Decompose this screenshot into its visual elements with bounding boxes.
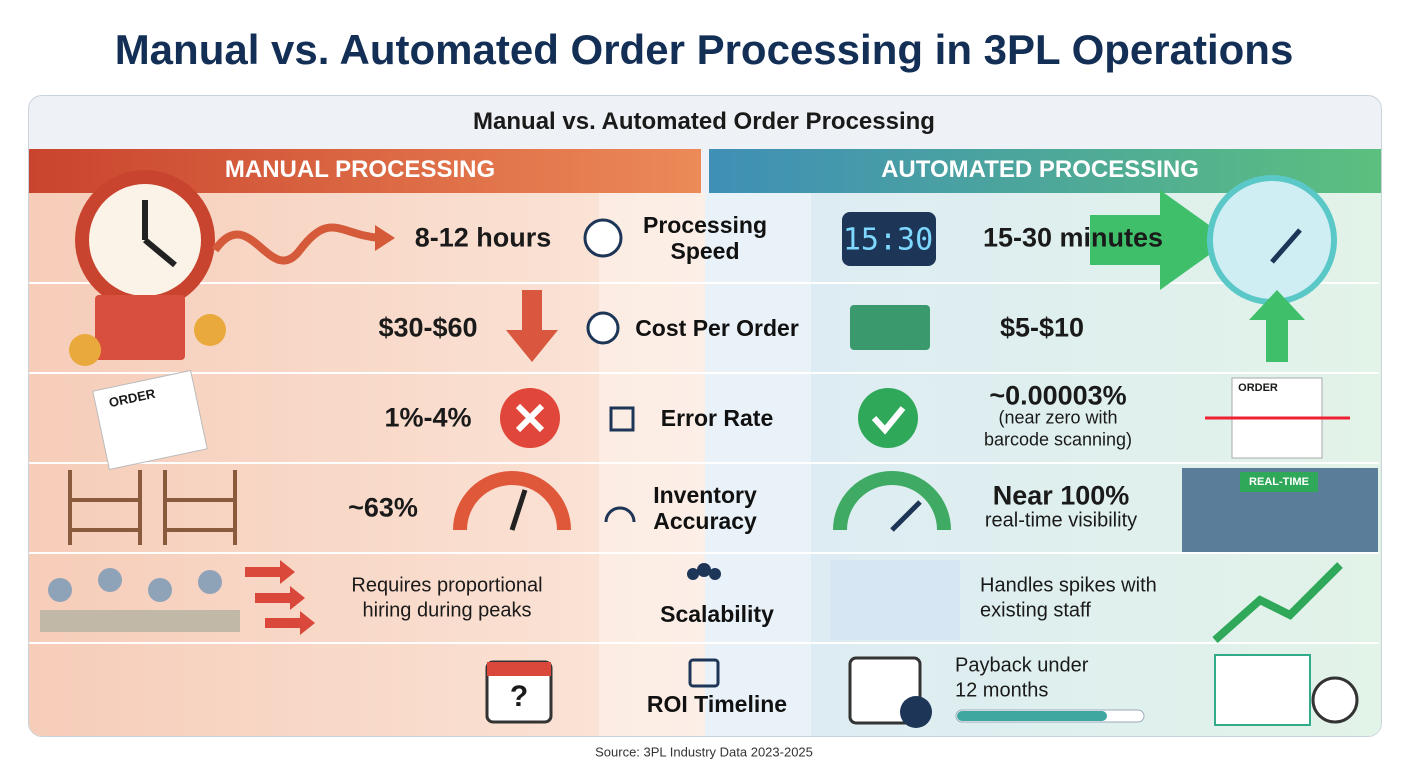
red-arrows (245, 560, 315, 635)
manual-header: MANUAL PROCESSING (224, 156, 496, 183)
row-label: Processing Speed (643, 212, 767, 264)
automated-value: ~0.00003% (989, 380, 1127, 411)
wavy-arrow (211, 223, 381, 265)
row-label: Scalability (660, 601, 774, 627)
automated-value: Handles spikes with (980, 574, 1157, 596)
calendar-graphic (1214, 654, 1311, 726)
gauge-icon (604, 506, 636, 523)
automated-header: AUTOMATED PROCESSING (881, 156, 1199, 183)
stopwatch (1311, 676, 1359, 724)
order-sheet (92, 369, 208, 471)
down-arrow (506, 290, 558, 362)
panel-title: Manual vs. Automated Order Processing (473, 108, 935, 135)
row-label: Inventory Accuracy (653, 482, 757, 534)
manual-value: 8-12 hours (414, 222, 552, 253)
arrow-head (375, 225, 395, 251)
up-arrow (1249, 290, 1305, 362)
check-mark (871, 406, 906, 435)
speedometer-needle (1270, 228, 1302, 264)
speed-icon (583, 218, 623, 258)
check-badge (900, 696, 932, 728)
auto-gauge-needle (890, 500, 922, 532)
manual-value: ~63% (348, 492, 418, 523)
automated-value: (near zero with (998, 407, 1118, 428)
check-icon (609, 406, 635, 432)
clock-text: 15:30 (842, 222, 934, 258)
realtime-sign (1240, 472, 1318, 492)
automated-value: Payback under (955, 654, 1089, 676)
question-mark: ? (509, 680, 529, 713)
dollar-icon (586, 311, 620, 345)
row-label: Cost Per Order (635, 315, 799, 341)
calendar-icon (688, 658, 720, 688)
order-label: ORDER (1238, 382, 1278, 394)
shelves (68, 470, 237, 545)
source: Source: 3PL Industry Data 2023-2025 (595, 744, 813, 760)
manual-value: Requires proportional (351, 574, 543, 596)
row-label: Error Rate (660, 405, 774, 431)
people-icon (687, 563, 721, 580)
progress-fill (957, 711, 1107, 721)
automated-value: existing staff (980, 599, 1091, 621)
x-mark (515, 403, 545, 433)
growth-arrow (1212, 562, 1343, 643)
automated-value: Near 100% (992, 480, 1130, 510)
green-arrow (1090, 190, 1230, 290)
manual-value: 1%-4% (384, 402, 472, 433)
clock-icon (75, 170, 215, 310)
row-dividers (29, 282, 1379, 644)
title: Manual vs. Automated Order Processing in… (114, 26, 1294, 73)
automated-value: 12 months (955, 679, 1049, 701)
digital-clock (842, 212, 936, 266)
office-scene (830, 560, 960, 640)
speedometer (1207, 175, 1337, 305)
manual-gauge-needle (509, 489, 528, 531)
automated-value: barcode scanning) (983, 429, 1133, 450)
manual-value: $30-$60 (378, 312, 478, 343)
row-label: ROI Timeline (646, 691, 788, 717)
manual-gauge (453, 471, 571, 531)
automated-value: real-time visibility (984, 509, 1138, 531)
calendar-top (487, 662, 551, 676)
automated-value: $5-$10 (999, 312, 1085, 343)
money-stack (69, 295, 226, 366)
check-circle (858, 388, 918, 448)
automated-value: 15-30 minutes (982, 222, 1164, 253)
stressed-people (40, 568, 240, 632)
manual-value: hiring during peaks (362, 599, 532, 621)
cash-stack (850, 305, 930, 350)
realtime-label: REAL-TIME (1249, 476, 1309, 488)
auto-gauge (833, 471, 951, 531)
